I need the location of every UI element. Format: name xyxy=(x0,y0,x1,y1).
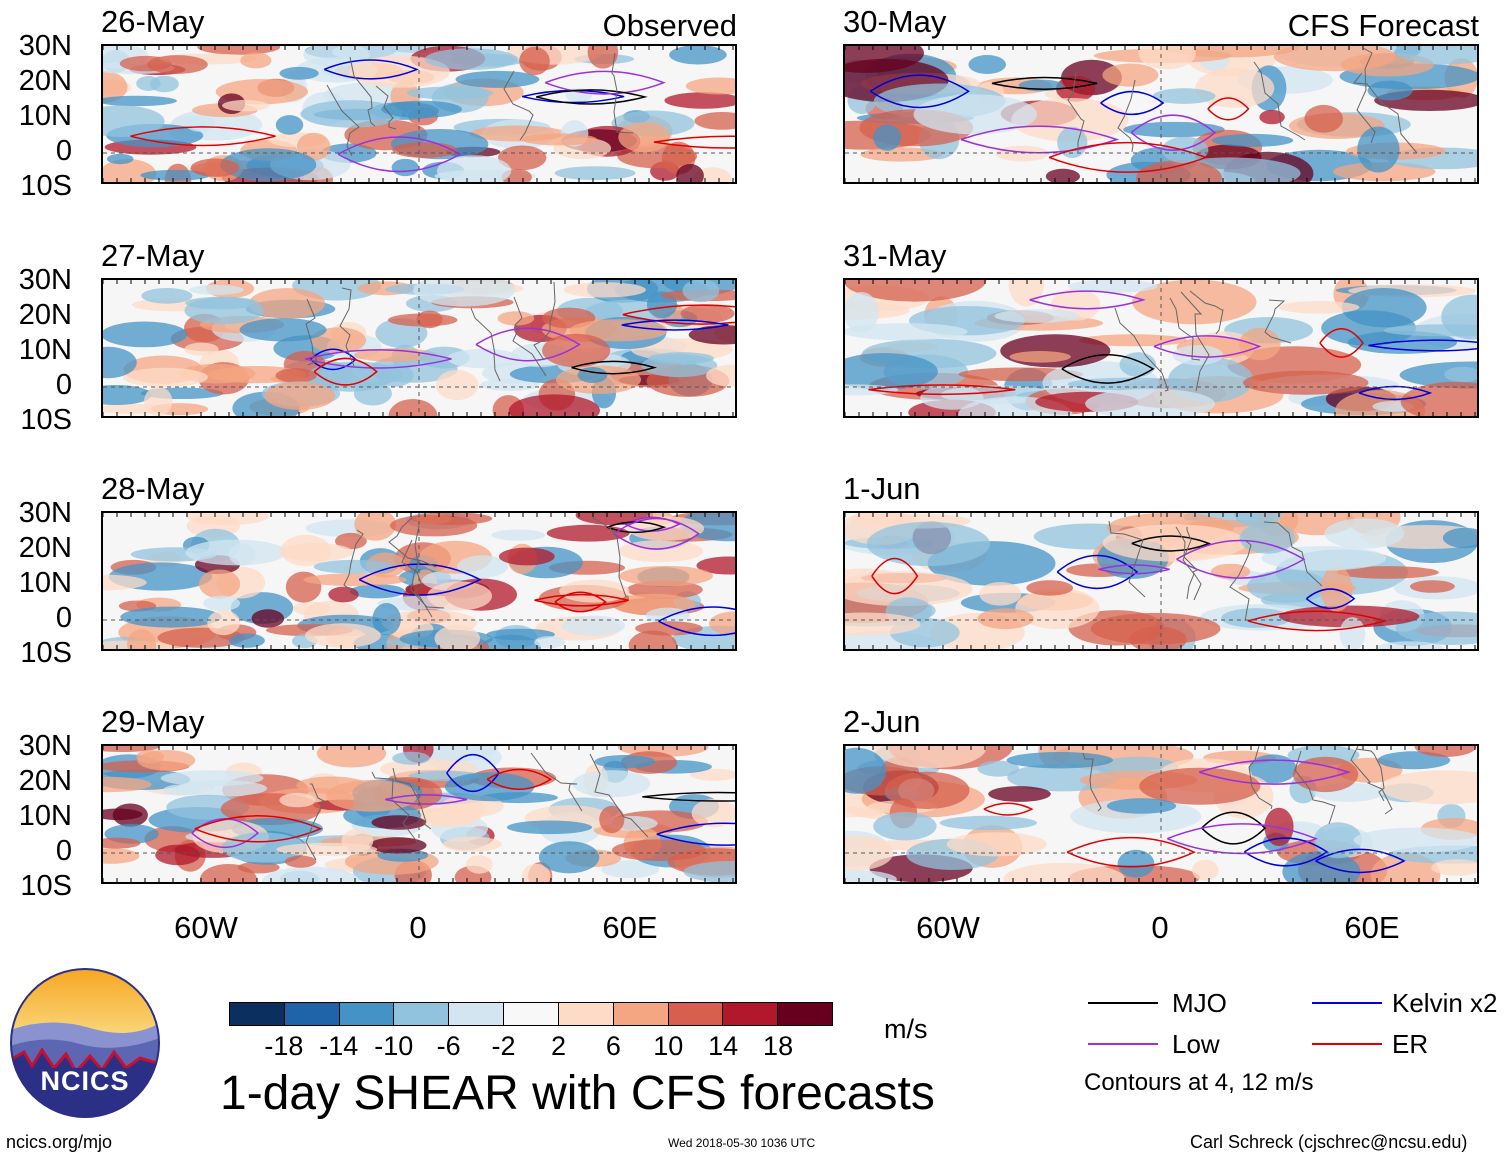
shear-field xyxy=(845,746,1477,882)
shear-field xyxy=(103,513,735,649)
colorbar-swatch xyxy=(613,1003,669,1025)
panel-date-label: 26-May xyxy=(101,4,205,39)
map-panel xyxy=(843,744,1479,884)
colorbar-tick-label: 18 xyxy=(763,1031,794,1061)
panel-date-label: 2-Jun xyxy=(843,704,921,739)
footer-author: Carl Schreck (cjschrec@ncsu.edu) xyxy=(1190,1132,1468,1152)
lon-label: 60W xyxy=(916,910,980,945)
colorbar-swatch xyxy=(284,1003,340,1025)
map-panel xyxy=(843,44,1479,184)
legend-er-line xyxy=(1312,1043,1382,1045)
colorbar-swatch xyxy=(449,1003,505,1025)
lat-label: 30N xyxy=(18,497,72,529)
colorbar-tick-label: 6 xyxy=(605,1031,621,1061)
map-panel xyxy=(101,278,737,418)
lat-label: 0 xyxy=(55,369,72,401)
lat-label: 10S xyxy=(20,637,72,669)
lon-label: 0 xyxy=(409,910,427,945)
lat-label: 0 xyxy=(55,602,72,634)
panel-date-label: 30-May xyxy=(843,4,947,39)
map-panel xyxy=(843,511,1479,651)
lat-label: 10N xyxy=(18,567,72,599)
shear-field xyxy=(845,280,1477,416)
panel-date-label: 29-May xyxy=(101,704,205,739)
panel-date-label: 1-Jun xyxy=(843,471,921,506)
colorbar-tick-label: -18 xyxy=(264,1031,304,1061)
ncics-logo: NCICS xyxy=(10,968,160,1118)
colorbar-units: m/s xyxy=(884,1014,928,1044)
colorbar-swatch xyxy=(394,1003,450,1025)
legend-er-label: ER xyxy=(1392,1029,1429,1059)
lat-label: 10S xyxy=(20,170,72,202)
colorbar-tick-label: -6 xyxy=(436,1031,461,1061)
colorbar-tick-label: 14 xyxy=(708,1031,739,1061)
lat-label: 10N xyxy=(18,800,72,832)
logo-text: NCICS xyxy=(40,1066,130,1096)
shear-field xyxy=(103,280,735,416)
colorbar-tick-label: -2 xyxy=(491,1031,516,1061)
shear-field xyxy=(103,746,735,882)
lon-label: 60E xyxy=(1344,910,1400,945)
lat-label: 30N xyxy=(18,730,72,762)
lat-label: 0 xyxy=(55,135,72,167)
colorbar xyxy=(229,1002,833,1026)
footer-site: ncics.org/mjo xyxy=(6,1132,113,1152)
map-panel xyxy=(101,44,737,184)
shear-field xyxy=(103,46,735,182)
legend-low-line xyxy=(1088,1043,1158,1045)
figure-title: 1-day SHEAR with CFS forecasts xyxy=(220,1067,935,1120)
colorbar-swatch xyxy=(504,1003,559,1025)
lat-label: 20N xyxy=(18,299,72,331)
lat-label: 30N xyxy=(18,264,72,296)
colorbar-tick-label: -10 xyxy=(374,1031,414,1061)
lat-label: 20N xyxy=(18,532,72,564)
legend-mjo-label: MJO xyxy=(1172,988,1227,1018)
lat-label: 10S xyxy=(20,404,72,436)
lat-label: 0 xyxy=(55,835,72,867)
lon-label: 60E xyxy=(602,910,658,945)
legend-mjo-line xyxy=(1088,1002,1158,1004)
lat-label: 20N xyxy=(18,765,72,797)
map-panel xyxy=(101,744,737,884)
lon-label: 60W xyxy=(174,910,238,945)
lat-label: 10N xyxy=(18,100,72,132)
footer-timestamp: Wed 2018-05-30 1036 UTC xyxy=(668,1136,816,1150)
colorbar-tick-label: -14 xyxy=(319,1031,359,1061)
colorbar-tick-label: 2 xyxy=(550,1031,566,1061)
colorbar-swatch xyxy=(558,1003,614,1025)
colorbar-swatch xyxy=(723,1003,779,1025)
legend-low-label: Low xyxy=(1172,1029,1220,1059)
panel-date-label: 28-May xyxy=(101,471,205,506)
legend-kelvin-line xyxy=(1312,1002,1382,1004)
map-panel xyxy=(843,278,1479,418)
colorbar-tick-label: 10 xyxy=(653,1031,684,1061)
panel-corner-label: CFS Forecast xyxy=(1287,8,1479,43)
colorbar-swatch xyxy=(339,1003,395,1025)
colorbar-swatch xyxy=(778,1003,832,1025)
lon-label: 0 xyxy=(1151,910,1169,945)
contours-note: Contours at 4, 12 m/s xyxy=(1084,1069,1314,1096)
colorbar-swatch xyxy=(230,1003,285,1025)
map-panel xyxy=(101,511,737,651)
lat-label: 10S xyxy=(20,870,72,902)
panel-date-label: 27-May xyxy=(101,238,205,273)
panel-corner-label: Observed xyxy=(602,8,737,43)
lat-label: 30N xyxy=(18,30,72,62)
lat-label: 10N xyxy=(18,334,72,366)
shear-field xyxy=(845,46,1477,182)
lat-label: 20N xyxy=(18,65,72,97)
colorbar-swatch xyxy=(668,1003,724,1025)
shear-field xyxy=(845,513,1477,649)
legend-kelvin-label: Kelvin x2 xyxy=(1392,988,1498,1018)
panel-date-label: 31-May xyxy=(843,238,947,273)
